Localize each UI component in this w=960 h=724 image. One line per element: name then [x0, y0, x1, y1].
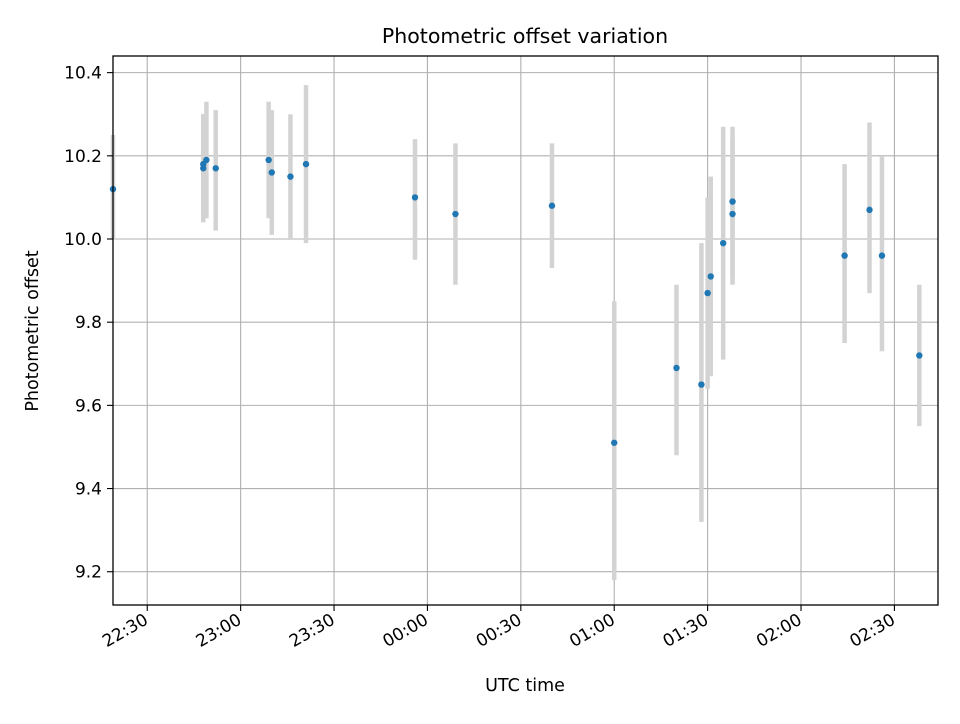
- y-tick-label: 10.0: [64, 230, 102, 250]
- data-point: [548, 202, 556, 209]
- data-point: [611, 439, 618, 446]
- y-tick-label: 9.8: [75, 313, 102, 333]
- data-point: [698, 381, 705, 388]
- data-point: [200, 165, 207, 172]
- data-point: [452, 210, 459, 218]
- data-point: [916, 352, 923, 359]
- plot-frame: [112, 55, 939, 606]
- y-tick-label: 9.2: [75, 563, 102, 583]
- data-point: [704, 289, 711, 297]
- x-axis-label: UTC time: [485, 676, 565, 696]
- data-point: [302, 160, 310, 168]
- data-point: [287, 173, 294, 180]
- data-point: [265, 156, 272, 164]
- y-tick-label: 10.2: [64, 147, 102, 167]
- data-point: [719, 239, 727, 247]
- data-point: [268, 169, 275, 176]
- data-point: [841, 252, 848, 259]
- y-tick-label: 9.6: [75, 396, 102, 416]
- data-point: [673, 364, 680, 372]
- data-point: [203, 156, 210, 164]
- data-point: [729, 210, 736, 218]
- data-point: [411, 194, 419, 201]
- data-point: [212, 165, 219, 172]
- point-layer: [109, 156, 923, 446]
- chart-title: Photometric offset variation: [382, 24, 668, 48]
- y-tick-label: 10.4: [64, 64, 102, 84]
- data-point: [866, 206, 873, 214]
- data-point: [878, 252, 886, 259]
- data-point: [729, 198, 736, 205]
- data-point: [707, 273, 714, 280]
- y-tick-label: 9.4: [75, 480, 102, 500]
- y-axis-label: Photometric offset: [23, 250, 43, 411]
